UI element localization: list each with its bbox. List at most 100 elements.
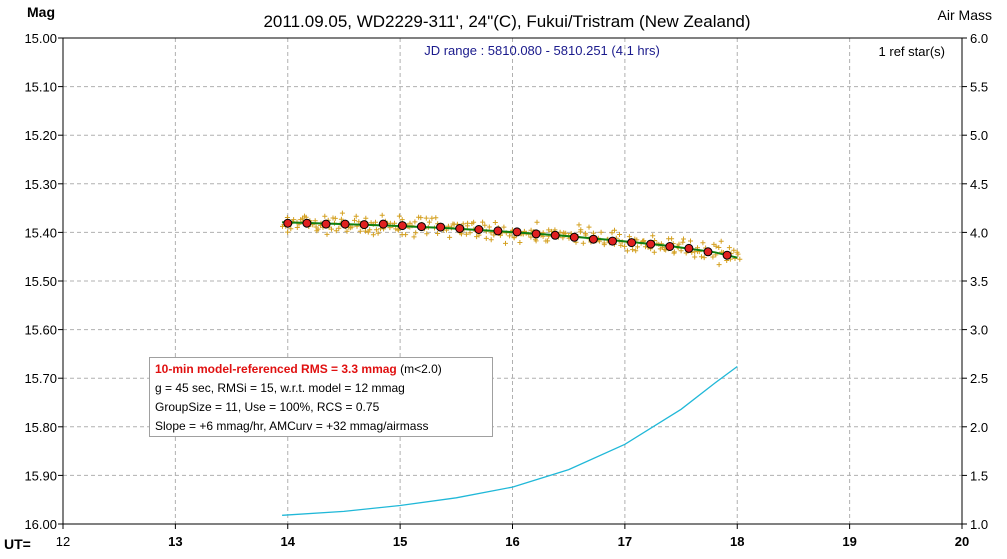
raw-point xyxy=(329,226,334,232)
raw-point xyxy=(650,233,656,239)
y2-tick-label: 2.0 xyxy=(970,420,988,435)
raw-point xyxy=(598,229,604,235)
raw-point xyxy=(288,226,294,232)
x-tick-label: 13 xyxy=(168,534,182,549)
x-tick-label: 18 xyxy=(730,534,744,549)
raw-point xyxy=(635,244,640,250)
raw-point xyxy=(336,225,342,231)
raw-point xyxy=(324,231,330,237)
raw-point xyxy=(716,245,722,250)
raw-point xyxy=(375,230,381,236)
raw-point xyxy=(480,219,486,225)
binned-points xyxy=(283,218,732,260)
raw-point xyxy=(533,238,539,244)
binned-point xyxy=(340,219,350,229)
raw-point xyxy=(338,216,344,222)
raw-point xyxy=(467,230,473,236)
raw-point xyxy=(491,232,497,238)
raw-point xyxy=(373,219,378,225)
stats-line-exposure: g = 45 sec, RMSi = 15, w.r.t. model = 12… xyxy=(155,381,405,395)
raw-point xyxy=(379,212,385,218)
y2-tick-label: 3.0 xyxy=(970,323,988,338)
binned-point xyxy=(550,230,560,240)
ref-stars-text: 1 ref star(s) xyxy=(879,44,945,59)
raw-point xyxy=(465,220,471,226)
raw-point xyxy=(563,230,569,236)
raw-point xyxy=(353,213,359,219)
raw-point xyxy=(373,227,379,233)
x-tick-label: 17 xyxy=(618,534,632,549)
raw-point xyxy=(726,245,732,251)
stats-line-rms: 10-min model-referenced RMS = 3.3 mmag (… xyxy=(155,360,487,379)
y2-tick-label: 4.0 xyxy=(970,225,988,240)
y2-tick-label: 3.5 xyxy=(970,274,988,289)
raw-point xyxy=(423,215,429,221)
raw-point xyxy=(718,238,724,244)
y2-tick-label: 4.5 xyxy=(970,177,988,192)
raw-point xyxy=(701,255,707,261)
x-tick-label: 19 xyxy=(842,534,856,549)
raw-point xyxy=(641,238,647,244)
raw-point xyxy=(315,226,321,232)
raw-point xyxy=(344,228,350,234)
binned-point xyxy=(646,239,656,249)
raw-point xyxy=(651,249,657,255)
raw-point xyxy=(294,225,300,230)
raw-point xyxy=(546,227,552,233)
raw-point xyxy=(680,239,686,245)
rms-highlight: 10-min model-referenced RMS = 3.3 mmag xyxy=(155,362,397,376)
raw-point xyxy=(507,233,513,239)
airmass-curve xyxy=(282,365,738,516)
raw-point xyxy=(403,232,409,238)
binned-point xyxy=(417,222,426,232)
raw-point xyxy=(395,227,401,233)
raw-point xyxy=(671,249,677,255)
y2-tick-label: 1.0 xyxy=(970,517,988,532)
grid xyxy=(63,38,962,524)
binned-point xyxy=(703,247,713,257)
raw-point xyxy=(370,232,376,238)
binned-point xyxy=(569,232,579,242)
binned-point xyxy=(531,229,541,239)
raw-point xyxy=(413,230,419,236)
raw-point xyxy=(424,231,430,237)
binned-point xyxy=(474,225,484,234)
raw-point xyxy=(609,230,615,236)
jd-range-text: JD range : 5810.080 - 5810.251 (4.1 hrs) xyxy=(424,43,660,58)
raw-point xyxy=(501,224,507,230)
raw-point xyxy=(471,219,477,225)
raw-point xyxy=(339,210,345,216)
y2-tick-label: 5.0 xyxy=(970,128,988,143)
raw-point xyxy=(583,232,589,238)
raw-point xyxy=(511,234,517,240)
raw-point xyxy=(630,247,636,253)
y-tick-label: 15.20 xyxy=(24,128,57,143)
raw-point xyxy=(482,222,488,228)
y2-tick-label: 1.5 xyxy=(970,468,988,483)
raw-point xyxy=(534,219,540,225)
airmass-line xyxy=(282,365,738,516)
y2-axis-label: Air Mass xyxy=(938,7,992,23)
binned-point xyxy=(321,219,331,229)
raw-point xyxy=(460,221,466,227)
raw-point xyxy=(411,234,417,240)
x-tick-label: 15 xyxy=(393,534,407,549)
raw-point xyxy=(418,215,424,221)
x-tick-label: 14 xyxy=(281,534,296,549)
stats-line-slope: Slope = +6 mmag/hr, AMCurv = +32 mmag/ai… xyxy=(155,419,429,433)
y-tick-label: 15.50 xyxy=(24,274,57,289)
binned-point xyxy=(436,222,446,232)
y-tick-label: 15.30 xyxy=(24,177,57,192)
y-tick-label: 16.00 xyxy=(24,517,57,532)
raw-point xyxy=(612,227,617,233)
x-tick-label: 12 xyxy=(56,534,70,549)
raw-point xyxy=(586,224,592,230)
binned-point xyxy=(378,219,388,229)
stats-box: 10-min model-referenced RMS = 3.3 mmag (… xyxy=(149,357,493,437)
binned-point xyxy=(665,242,675,251)
raw-point xyxy=(617,232,622,237)
raw-point xyxy=(580,240,586,246)
raw-point xyxy=(426,219,432,225)
stats-line-group: GroupSize = 11, Use = 100%, RCS = 0.75 xyxy=(155,400,380,414)
